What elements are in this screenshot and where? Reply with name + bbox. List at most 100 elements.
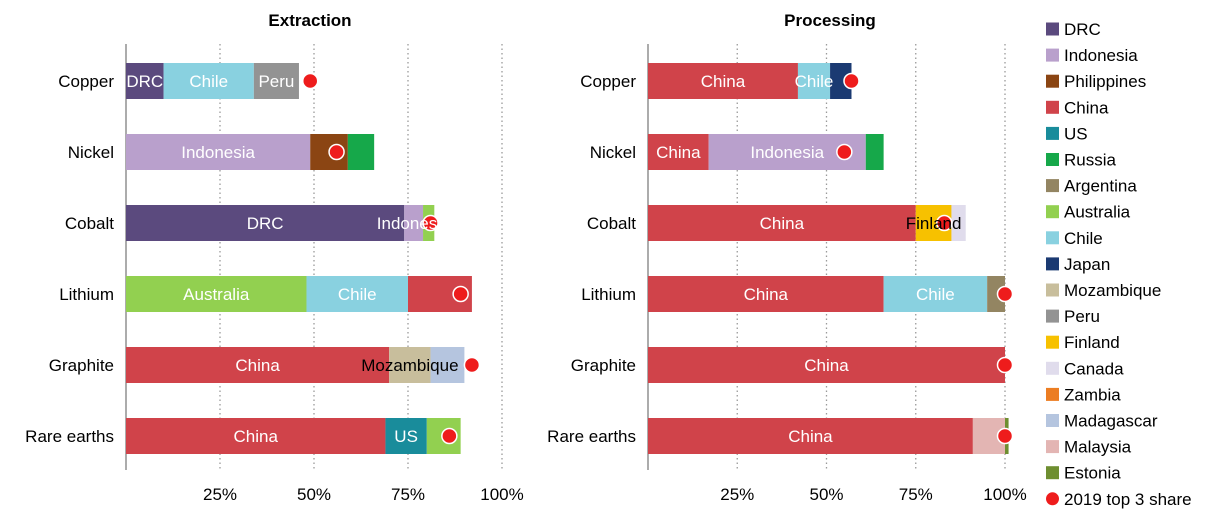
legend-swatch-estonia bbox=[1046, 466, 1059, 480]
category-label-lithium: Lithium bbox=[59, 285, 114, 304]
panel-processing: Processing 25% 50% 75% 100% Copper China Chile N… bbox=[547, 11, 1027, 504]
category-label-lithium: Lithium bbox=[581, 285, 636, 304]
category-label-rare-earths: Rare earths bbox=[25, 427, 114, 446]
legend-swatch-russia bbox=[1046, 153, 1059, 166]
bar-data-label: DRC bbox=[126, 72, 163, 91]
bar-segment-chile bbox=[797, 63, 831, 99]
panel-title: Processing bbox=[784, 11, 876, 30]
marker-2019-top3 bbox=[836, 143, 853, 161]
x-tick-label: 50% bbox=[297, 485, 331, 504]
category-label-copper: Copper bbox=[580, 72, 636, 91]
category-label-nickel: Nickel bbox=[68, 143, 114, 162]
bar-segment-mozambique bbox=[389, 347, 431, 383]
bar-data-label: Chile bbox=[916, 285, 955, 304]
legend-label-canada: Canada bbox=[1064, 359, 1124, 378]
category-label-graphite: Graphite bbox=[571, 356, 636, 375]
bar-data-label: China bbox=[788, 427, 833, 446]
legend-swatch-malaysia bbox=[1046, 440, 1059, 454]
bar-segment-russia bbox=[347, 134, 375, 170]
bar-data-label: Chile bbox=[338, 285, 377, 304]
bar-segment-japan bbox=[830, 63, 852, 99]
legend-swatch-australia bbox=[1046, 205, 1059, 219]
category-label-cobalt: Cobalt bbox=[587, 214, 636, 233]
legend-label-mozambique: Mozambique bbox=[1064, 281, 1161, 300]
legend-swatch-drc bbox=[1046, 22, 1059, 36]
bar-segment-indonesia bbox=[404, 205, 424, 241]
legend-marker-icon bbox=[1046, 492, 1059, 506]
bar-data-label: Peru bbox=[258, 72, 294, 91]
bar-data-label: US bbox=[394, 427, 418, 446]
legend-swatch-china bbox=[1046, 100, 1059, 114]
x-tick-label: 75% bbox=[391, 485, 425, 504]
x-tick-label: 50% bbox=[809, 485, 843, 504]
bar-segment-indonesia bbox=[126, 134, 311, 170]
bar-segment-china bbox=[648, 276, 884, 312]
marker-2019-top3 bbox=[452, 285, 469, 303]
x-tick-label: 75% bbox=[899, 485, 933, 504]
legend-label-zambia: Zambia bbox=[1064, 385, 1121, 404]
marker-2019-top3 bbox=[996, 285, 1014, 303]
bar-data-label: China bbox=[701, 72, 746, 91]
legend-label-us: US bbox=[1064, 124, 1088, 143]
legend-label-indonesia: Indonesia bbox=[1064, 46, 1138, 65]
bar-data-label: China bbox=[234, 427, 279, 446]
bar-data-label: DRC bbox=[247, 214, 284, 233]
bar-segment-australia bbox=[126, 276, 307, 312]
bar-segment-china bbox=[126, 418, 386, 454]
legend-label-estonia: Estonia bbox=[1064, 464, 1121, 483]
marker-2019-top3 bbox=[936, 214, 953, 232]
bar-segment-china bbox=[648, 347, 1005, 383]
legend-swatch-argentina bbox=[1046, 179, 1059, 193]
legend-label-chile: Chile bbox=[1064, 229, 1103, 248]
bar-data-label: China bbox=[760, 214, 805, 233]
legend-label-argentina: Argentina bbox=[1064, 177, 1137, 196]
category-label-rare-earths: Rare earths bbox=[547, 427, 636, 446]
bar-data-label: China bbox=[744, 285, 789, 304]
legend-swatch-finland bbox=[1046, 335, 1059, 349]
legend: DRC Indonesia Philippines China US Russia Arge… bbox=[1046, 20, 1192, 509]
legend-label-australia: Australia bbox=[1064, 203, 1131, 222]
marker-2019-top3 bbox=[843, 72, 860, 90]
bar-data-label: Chile bbox=[189, 72, 228, 91]
legend-label-madagascar: Madagascar bbox=[1064, 412, 1158, 431]
category-label-cobalt: Cobalt bbox=[65, 214, 114, 233]
marker-2019-top3 bbox=[441, 427, 458, 445]
legend-label-drc: DRC bbox=[1064, 20, 1101, 39]
bar-segment-china bbox=[648, 418, 973, 454]
bar-data-label: Chile bbox=[795, 72, 834, 91]
bar-data-label: Australia bbox=[183, 285, 250, 304]
legend-swatch-japan bbox=[1046, 257, 1059, 271]
bar-segment-peru bbox=[253, 63, 299, 99]
x-tick-label: 25% bbox=[203, 485, 237, 504]
panel-title: Extraction bbox=[268, 11, 351, 30]
legend-label-peru: Peru bbox=[1064, 307, 1100, 326]
bar-segment-canada bbox=[951, 205, 966, 241]
x-tick-label: 100% bbox=[983, 485, 1026, 504]
bar-segment-china bbox=[648, 63, 798, 99]
bar-segment-madagascar bbox=[430, 347, 465, 383]
bar-segment-chile bbox=[883, 276, 988, 312]
x-tick-label: 100% bbox=[480, 485, 523, 504]
marker-2019-top3 bbox=[996, 356, 1014, 374]
category-label-graphite: Graphite bbox=[49, 356, 114, 375]
legend-label-russia: Russia bbox=[1064, 151, 1117, 170]
bar-segment-china bbox=[648, 205, 916, 241]
legend-swatch-philippines bbox=[1046, 74, 1059, 88]
legend-swatch-us bbox=[1046, 126, 1059, 140]
legend-swatch-mozambique bbox=[1046, 283, 1059, 297]
bar-segment-china bbox=[648, 134, 709, 170]
bar-segment-drc bbox=[126, 205, 405, 241]
legend-swatch-canada bbox=[1046, 361, 1059, 375]
legend-swatch-peru bbox=[1046, 309, 1059, 323]
bar-segment-china bbox=[126, 347, 390, 383]
x-tick-label: 25% bbox=[720, 485, 754, 504]
bar-segment-drc bbox=[126, 63, 164, 99]
marker-2019-top3 bbox=[422, 214, 439, 232]
bar-data-label: Mozambique bbox=[361, 356, 458, 375]
bar-segment-chile bbox=[163, 63, 254, 99]
bar-data-label: China bbox=[804, 356, 849, 375]
legend-swatch-madagascar bbox=[1046, 414, 1059, 427]
marker-2019-top3 bbox=[301, 72, 319, 90]
legend-swatch-chile bbox=[1046, 231, 1059, 245]
